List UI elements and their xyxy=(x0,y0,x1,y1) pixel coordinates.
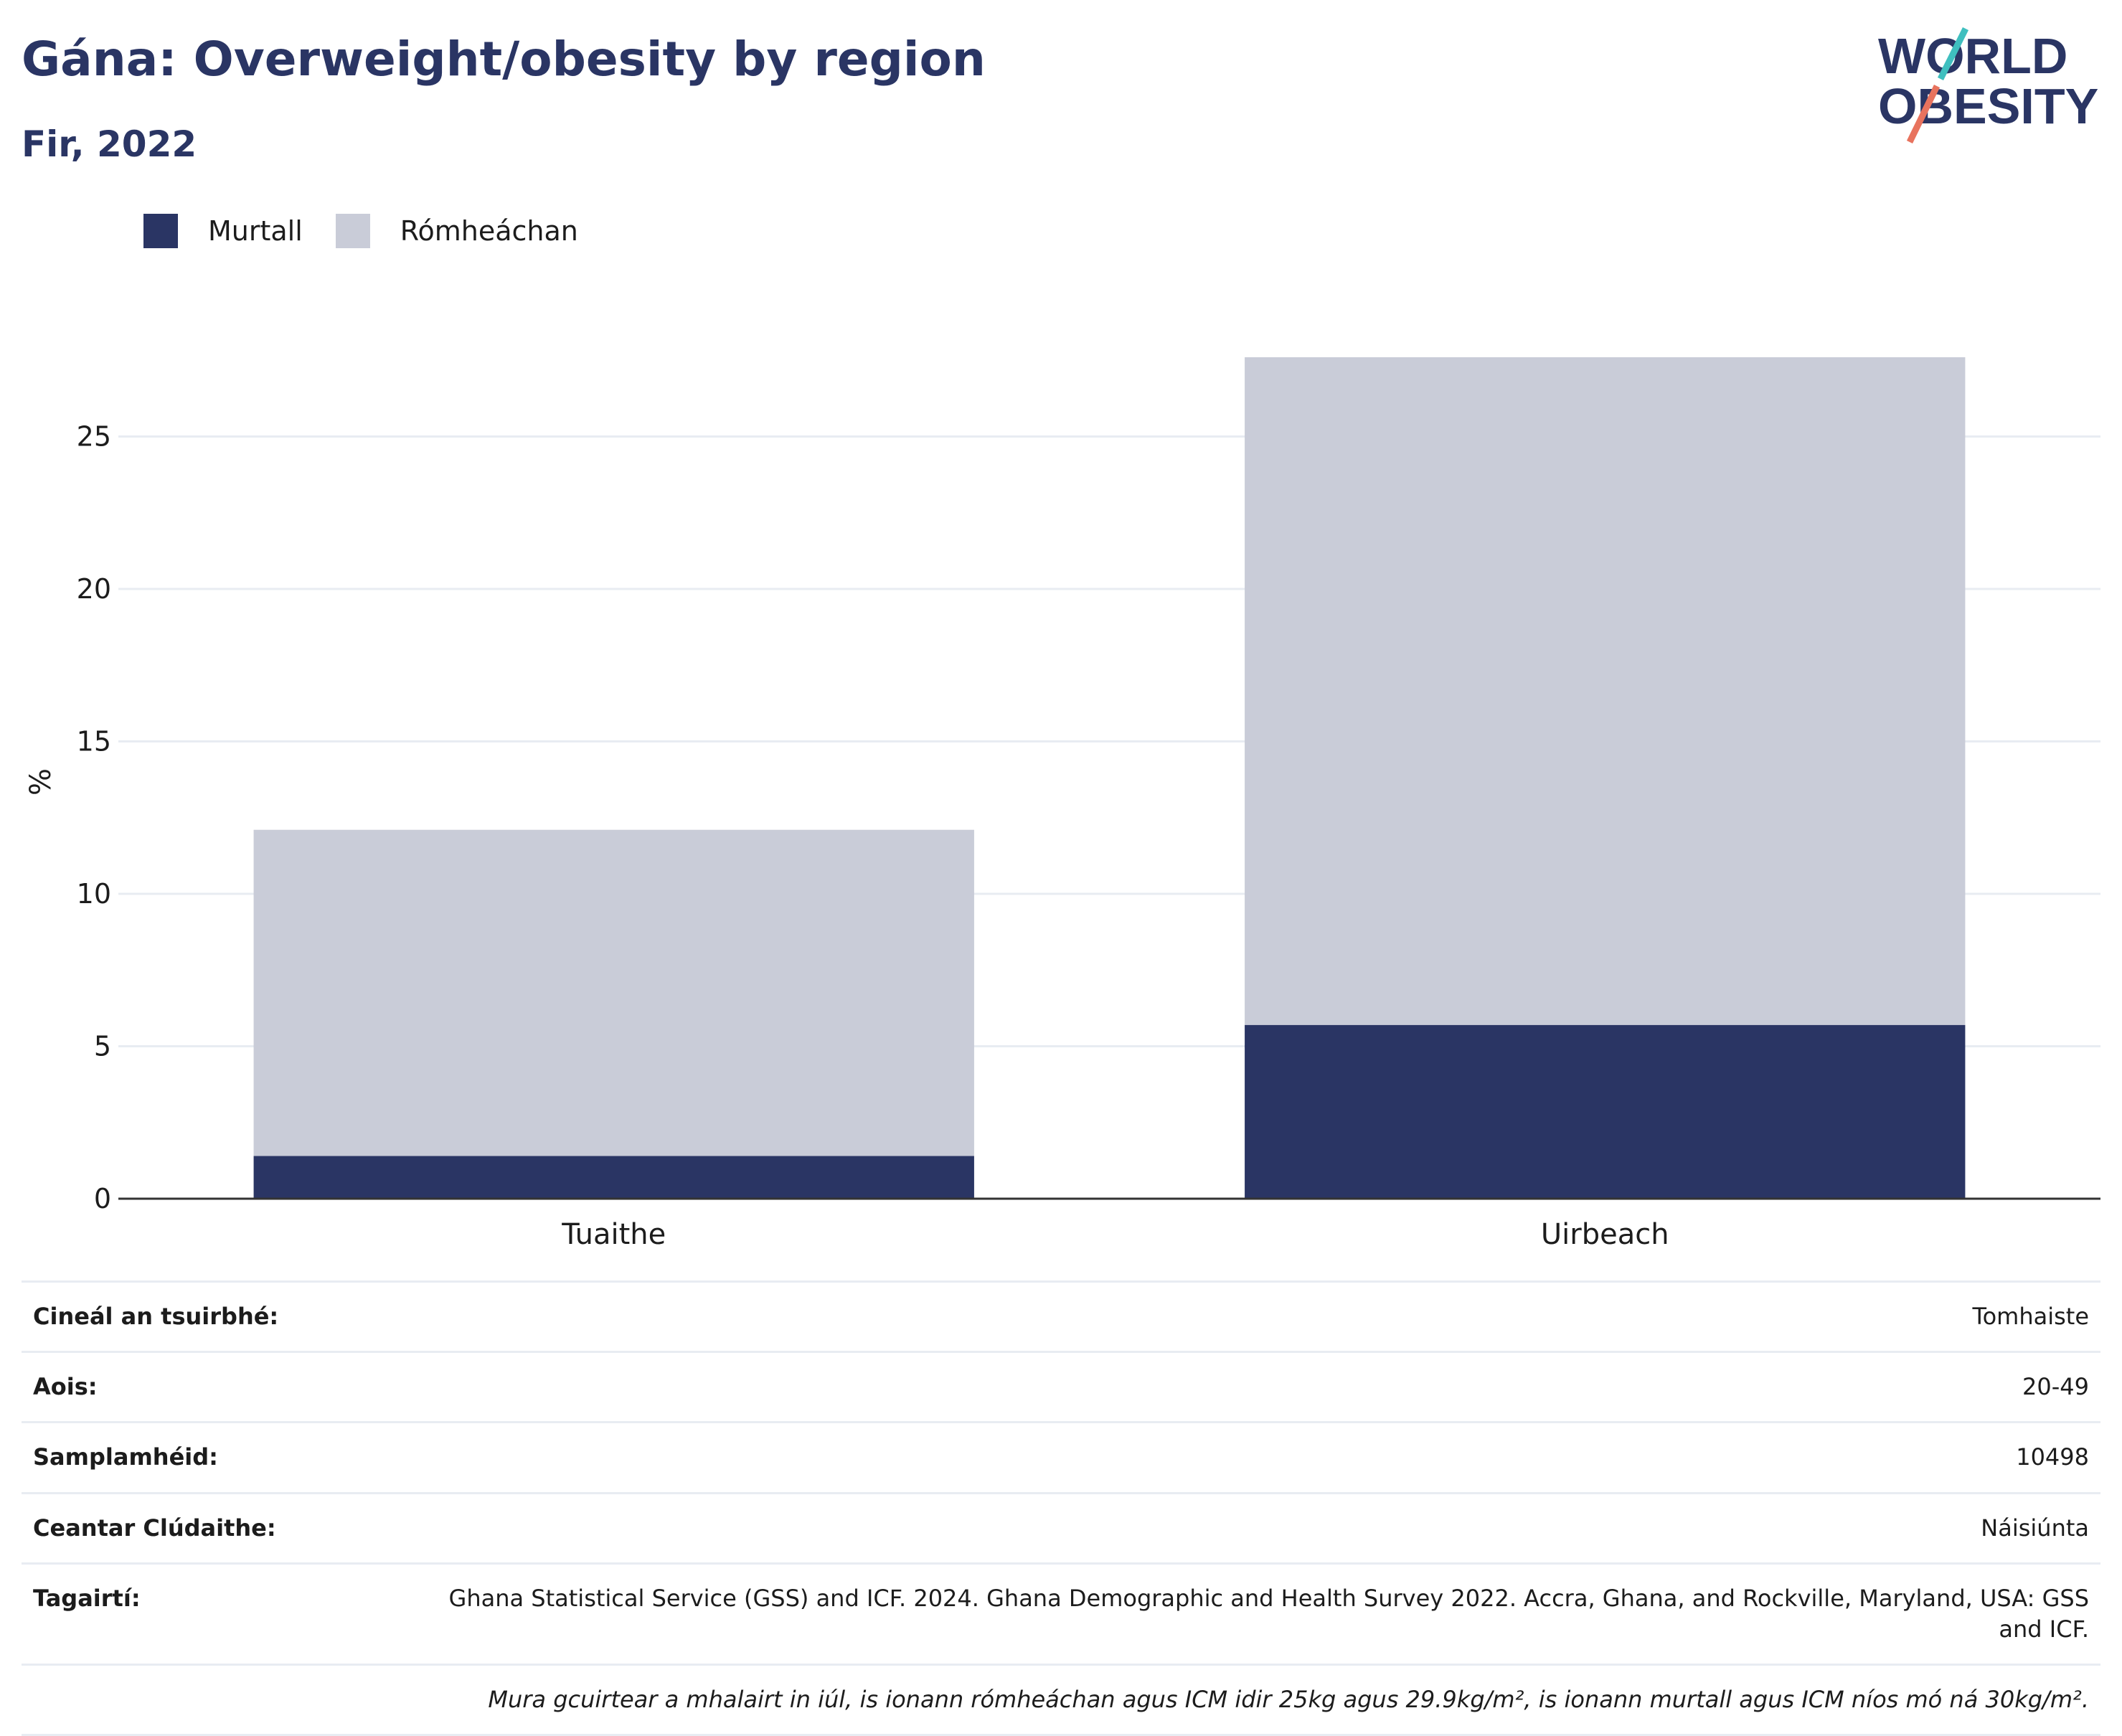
info-value: Ghana Statistical Service (GSS) and ICF.… xyxy=(389,1562,2100,1665)
y-tick-label: 0 xyxy=(94,1183,111,1214)
y-tick-label: 5 xyxy=(94,1031,111,1062)
bar-overweight-tuaithe xyxy=(253,829,974,1156)
info-value: Tomhaiste xyxy=(389,1280,2100,1352)
logo-slash-bottom xyxy=(1906,85,1941,143)
y-axis-label: % xyxy=(24,768,57,796)
legend-label-obese: Murtall xyxy=(208,215,303,247)
legend-swatch-overweight xyxy=(335,214,370,248)
definition-note: Mura gcuirtear a mhalairt in iúl, is ion… xyxy=(22,1664,2100,1736)
info-row: Ceantar Clúdaithe: Náisiúnta xyxy=(22,1491,2100,1564)
survey-info-table: Cineál an tsuirbhé: Tomhaiste Aois: 20-49 Sa… xyxy=(22,1280,2100,1736)
y-tick-label: 10 xyxy=(77,878,111,910)
info-value: Náisiúnta xyxy=(389,1491,2100,1564)
chart-legend: Murtall Rómheáchan xyxy=(143,214,611,248)
legend-swatch-obese xyxy=(143,214,178,248)
info-row: Aois: 20-49 xyxy=(22,1351,2100,1423)
x-tick-label: Tuaithe xyxy=(561,1218,666,1251)
info-label: Ceantar Clúdaithe: xyxy=(22,1491,389,1564)
info-value: 20-49 xyxy=(389,1351,2100,1423)
y-tick-label: 20 xyxy=(77,573,111,605)
chart-title: Gána: Overweight/obesity by region xyxy=(22,32,986,87)
note-row: Mura gcuirtear a mhalairt in iúl, is ion… xyxy=(22,1664,2100,1736)
logo-slash-top xyxy=(1937,27,1969,81)
info-row: Samplamhéid: 10498 xyxy=(22,1421,2100,1494)
y-tick-label: 25 xyxy=(77,421,111,453)
info-label: Tagairtí: xyxy=(22,1562,389,1665)
info-label: Cineál an tsuirbhé: xyxy=(22,1280,389,1352)
info-label: Samplamhéid: xyxy=(22,1421,389,1494)
x-tick-label: Uirbeach xyxy=(1541,1218,1669,1251)
bar-obese-tuaithe xyxy=(253,1156,974,1199)
info-row: Cineál an tsuirbhé: Tomhaiste xyxy=(22,1280,2100,1352)
bar-obese-uirbeach xyxy=(1245,1024,1966,1199)
legend-item-obese[interactable]: Murtall xyxy=(143,214,303,248)
logo-line1: WORLD xyxy=(1878,28,2067,84)
info-value: 10498 xyxy=(389,1421,2100,1494)
bar-overweight-uirbeach xyxy=(1245,357,1966,1025)
world-obesity-logo: WORLD OBESITY xyxy=(1878,27,2098,143)
legend-item-overweight[interactable]: Rómheáchan xyxy=(335,214,578,248)
info-row: Tagairtí: Ghana Statistical Service (GSS)… xyxy=(22,1562,2100,1665)
chart-subtitle: Fir, 2022 xyxy=(22,123,197,165)
stacked-bar-chart: 0 5 10 15 20 25% Tuaithe Uirbeach xyxy=(24,357,2100,1251)
info-label: Aois: xyxy=(22,1351,389,1423)
legend-label-overweight: Rómheáchan xyxy=(400,215,578,247)
y-tick-label: 15 xyxy=(77,726,111,758)
